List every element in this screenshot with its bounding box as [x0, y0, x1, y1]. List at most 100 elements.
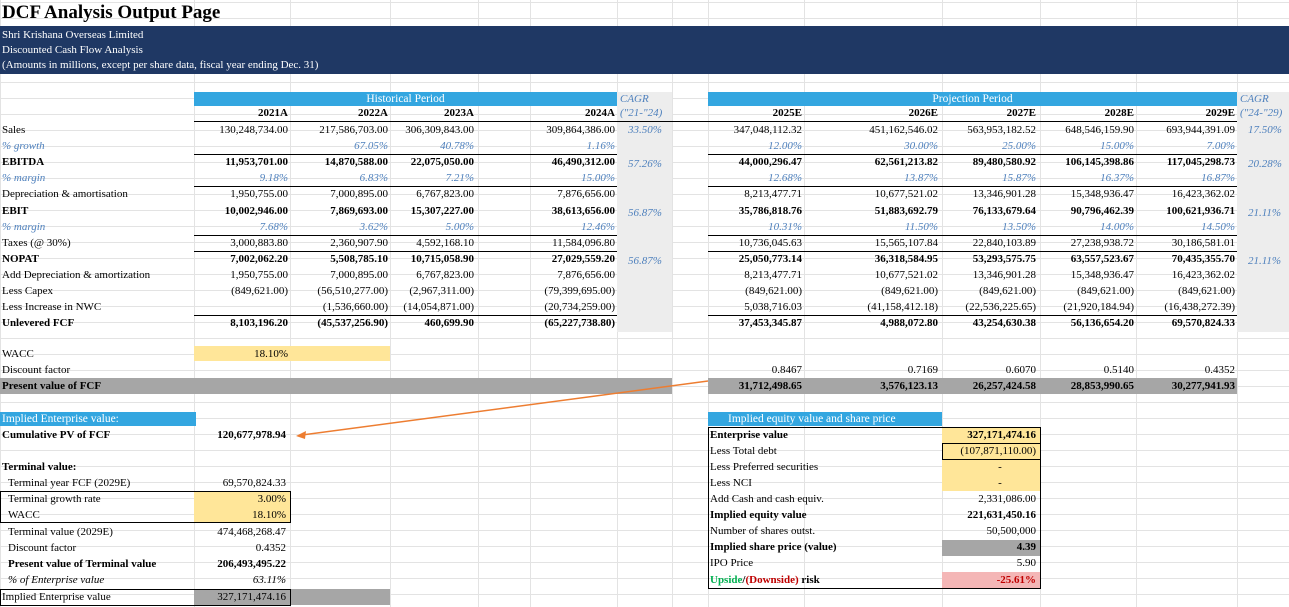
discount-factor-4: 0.4352 — [1204, 364, 1235, 376]
cagr-hist-8: 56.87% — [628, 255, 662, 267]
wacc-value[interactable]: 18.10% — [254, 348, 288, 360]
discount-factor-1: 0.7169 — [907, 364, 938, 376]
pv-fcf-2: 26,257,424.58 — [972, 380, 1036, 392]
cell-6-5: 11.50% — [904, 221, 938, 233]
units-note: (Amounts in millions, except per share d… — [2, 59, 319, 71]
cell-1-5: 30.00% — [904, 140, 938, 152]
discount-factor-3: 0.5140 — [1103, 364, 1134, 376]
cell-4-5: 10,677,521.02 — [874, 188, 938, 200]
discount-factor-0: 0.8467 — [771, 364, 802, 376]
cell-11-6: (22,536,225.65) — [965, 301, 1036, 313]
cell-12-8: 69,570,824.33 — [1171, 317, 1235, 329]
pv-row-bg-right — [708, 378, 1237, 394]
cell-2-5: 62,561,213.82 — [874, 156, 938, 168]
year-header-8: 2029E — [1205, 107, 1235, 119]
cell-10-0: (849,621.00) — [231, 285, 288, 297]
pv-row-bg-left — [0, 378, 672, 394]
cell-6-7: 14.00% — [1100, 221, 1134, 233]
cell-7-2: 4,592,168.10 — [416, 237, 474, 249]
cell-3-2: 7.21% — [445, 172, 474, 184]
cell-2-4: 44,000,296.47 — [738, 156, 802, 168]
cell-6-3: 12.46% — [581, 221, 615, 233]
row-label-4: Depreciation & amortisation — [2, 188, 128, 200]
year-header-1: 2022A — [358, 107, 388, 119]
cell-11-2: (14,054,871.00) — [403, 301, 474, 313]
cell-9-8: 16,423,362.02 — [1171, 269, 1235, 281]
pvtv-value: 206,493,495.22 — [217, 558, 286, 570]
upside-label: Upside/(Downside) risk — [710, 573, 820, 587]
row-rule-proj-7 — [708, 251, 1237, 252]
cagr-hist-range: ("21-"24) — [620, 107, 663, 119]
cell-4-7: 15,348,936.47 — [1070, 188, 1134, 200]
row-label-0: Sales — [2, 124, 26, 136]
cell-4-6: 13,346,901.28 — [972, 188, 1036, 200]
cell-11-3: (20,734,259.00) — [544, 301, 615, 313]
cell-3-8: 16.87% — [1201, 172, 1235, 184]
year-header-4: 2025E — [772, 107, 802, 119]
cell-6-0: 7.68% — [259, 221, 288, 233]
cell-8-7: 63,557,523.67 — [1070, 253, 1134, 265]
equity-value-3: - — [998, 477, 1002, 489]
cell-4-3: 7,876,656.00 — [557, 188, 615, 200]
cell-2-1: 14,870,588.00 — [324, 156, 388, 168]
cell-2-2: 22,075,050.00 — [410, 156, 474, 168]
cell-1-8: 7.00% — [1206, 140, 1235, 152]
upside-bg — [942, 572, 1040, 588]
risk-word: risk — [798, 574, 820, 586]
header-underline — [194, 121, 1237, 122]
ev-wacc-value[interactable]: 18.10% — [252, 509, 286, 521]
year-header-2: 2023A — [444, 107, 474, 119]
cell-0-1: 217,586,703.00 — [319, 124, 388, 136]
cell-10-1: (56,510,277.00) — [317, 285, 388, 297]
row-label-11: Less Increase in NWC — [2, 301, 102, 313]
cell-2-6: 89,480,580.92 — [972, 156, 1036, 168]
cum-pv-value: 120,677,978.94 — [217, 429, 286, 441]
cell-7-1: 2,360,907.90 — [330, 237, 388, 249]
cell-7-3: 11,584,096.80 — [552, 237, 615, 249]
equity-value-4: 2,331,086.00 — [978, 493, 1036, 505]
page-title: DCF Analysis Output Page — [2, 2, 221, 23]
cell-1-1: 67.05% — [354, 140, 388, 152]
cell-12-7: 56,136,654.20 — [1070, 317, 1134, 329]
cell-2-8: 117,045,298.73 — [1166, 156, 1235, 168]
growth-value[interactable]: 3.00% — [257, 493, 286, 505]
cell-4-4: 8,213,477.71 — [744, 188, 802, 200]
cell-10-2: (2,967,311.00) — [409, 285, 474, 297]
cell-0-2: 306,309,843.00 — [405, 124, 474, 136]
row-label-8: NOPAT — [2, 253, 39, 265]
share-price-bg — [942, 540, 1040, 556]
terminal-label: Terminal value: — [2, 461, 77, 473]
cell-11-4: 5,038,716.03 — [744, 301, 802, 313]
year-header-7: 2028E — [1104, 107, 1134, 119]
cell-12-4: 37,453,345.87 — [738, 317, 802, 329]
row-label-10: Less Capex — [2, 285, 54, 297]
arrow-head — [296, 431, 306, 439]
tv-fcf-label: Terminal year FCF (2029E) — [8, 477, 131, 489]
cell-10-5: (849,621.00) — [881, 285, 938, 297]
header-banner: Shri Krishana Overseas Limited Discounte… — [0, 26, 1289, 74]
pvtv-label: Present value of Terminal value — [8, 558, 157, 570]
cell-5-7: 90,796,462.39 — [1070, 205, 1134, 217]
year-header-6: 2027E — [1006, 107, 1036, 119]
cell-10-8: (849,621.00) — [1178, 285, 1235, 297]
growth-wacc-bg — [194, 491, 290, 522]
pv-fcf-4: 30,277,941.93 — [1171, 380, 1235, 392]
row-label-2: EBITDA — [2, 156, 45, 168]
cell-4-0: 1,950,755.00 — [230, 188, 288, 200]
row-rule-hist-3 — [194, 186, 617, 187]
cell-8-2: 10,715,058.90 — [410, 253, 474, 265]
cell-3-5: 13.87% — [904, 172, 938, 184]
equity-label-0: Enterprise value — [710, 429, 788, 441]
row-rule-hist-11 — [194, 315, 617, 316]
equity-label-2: Less Preferred securities — [710, 461, 819, 473]
cell-9-3: 7,876,656.00 — [557, 269, 615, 281]
cell-7-6: 22,840,103.89 — [972, 237, 1036, 249]
row-rule-hist-7 — [194, 251, 617, 252]
cagr-proj-range: ("24-"29) — [1240, 107, 1283, 119]
cell-9-4: 8,213,477.71 — [744, 269, 802, 281]
equity-value-0: 327,171,474.16 — [967, 429, 1036, 441]
cell-11-1: (1,536,660.00) — [322, 301, 388, 313]
df-value: 0.4352 — [255, 542, 286, 554]
cagr-hist-2: 57.26% — [628, 158, 662, 170]
